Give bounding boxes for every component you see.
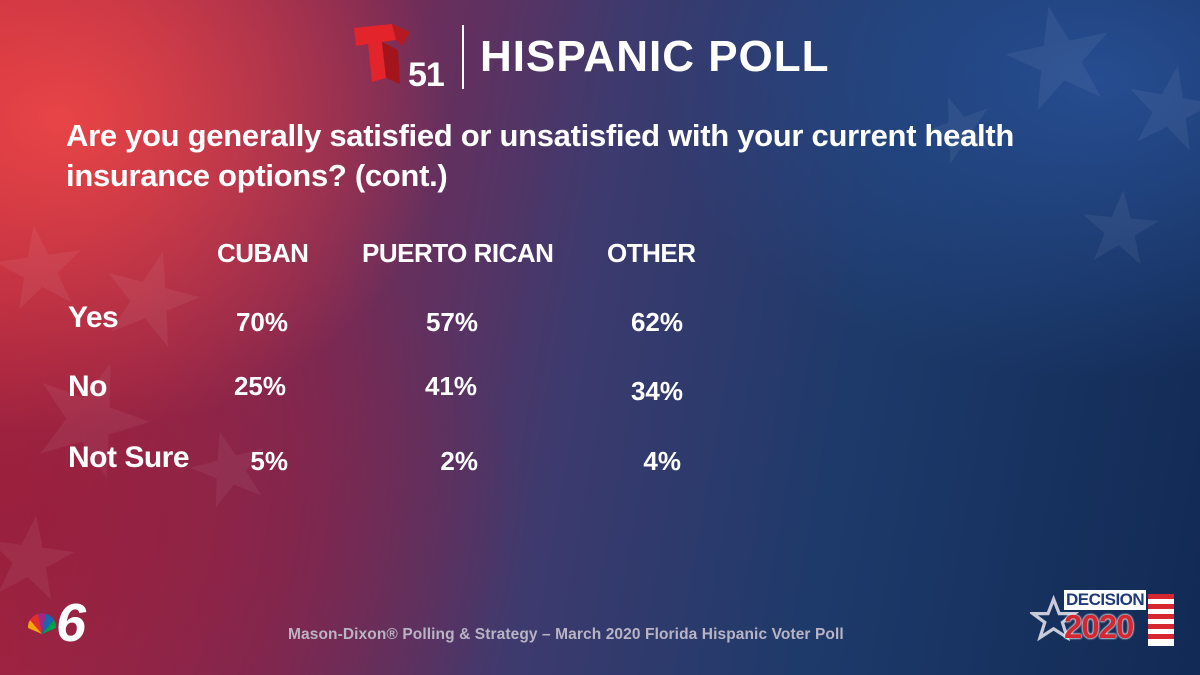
column-header-cuban: CUBAN [217, 238, 309, 268]
cell-not-sure-other: 4% [643, 446, 681, 476]
column-header-puerto-rican: PUERTO RICAN [362, 238, 554, 268]
row-label-not-sure: Not Sure [68, 441, 190, 474]
decision-word: DECISION [1064, 590, 1147, 610]
cell-yes-puerto-rican: 57% [425, 307, 478, 337]
row-label-yes: Yes [68, 301, 119, 334]
header-divider [462, 25, 464, 89]
cell-no-cuban: 25% [233, 371, 286, 401]
poll-header: 51 HISPANIC POLL [352, 22, 830, 94]
station-number: 6 [56, 593, 87, 653]
cell-not-sure-puerto-rican: 2% [440, 446, 478, 476]
poll-source: Mason-Dixon® Polling & Strategy – March … [288, 626, 844, 643]
cell-no-other: 34% [630, 376, 683, 406]
row-label-no: No [68, 370, 108, 403]
column-header-other: OTHER [607, 238, 696, 268]
decision-year: 2020 [1064, 608, 1134, 645]
telemundo-51-logo: 51 [352, 22, 452, 94]
poll-title: HISPANIC POLL [480, 32, 830, 81]
cell-no-puerto-rican: 41% [424, 371, 477, 401]
question-text: Are you generally satisfied or unsatisfi… [66, 118, 1015, 193]
cell-yes-other: 62% [630, 307, 683, 337]
logo-number: 51 [408, 56, 445, 94]
decision-flag-icon [1030, 594, 1174, 646]
nbc6-logo: 6 [22, 590, 92, 653]
cell-yes-cuban: 70% [235, 307, 288, 337]
peacock-icon [27, 613, 57, 634]
cell-not-sure-cuban: 5% [250, 446, 288, 476]
decision-2020-logo: DECISION 2020 [1030, 590, 1180, 650]
telemundo-t-icon [354, 24, 410, 84]
